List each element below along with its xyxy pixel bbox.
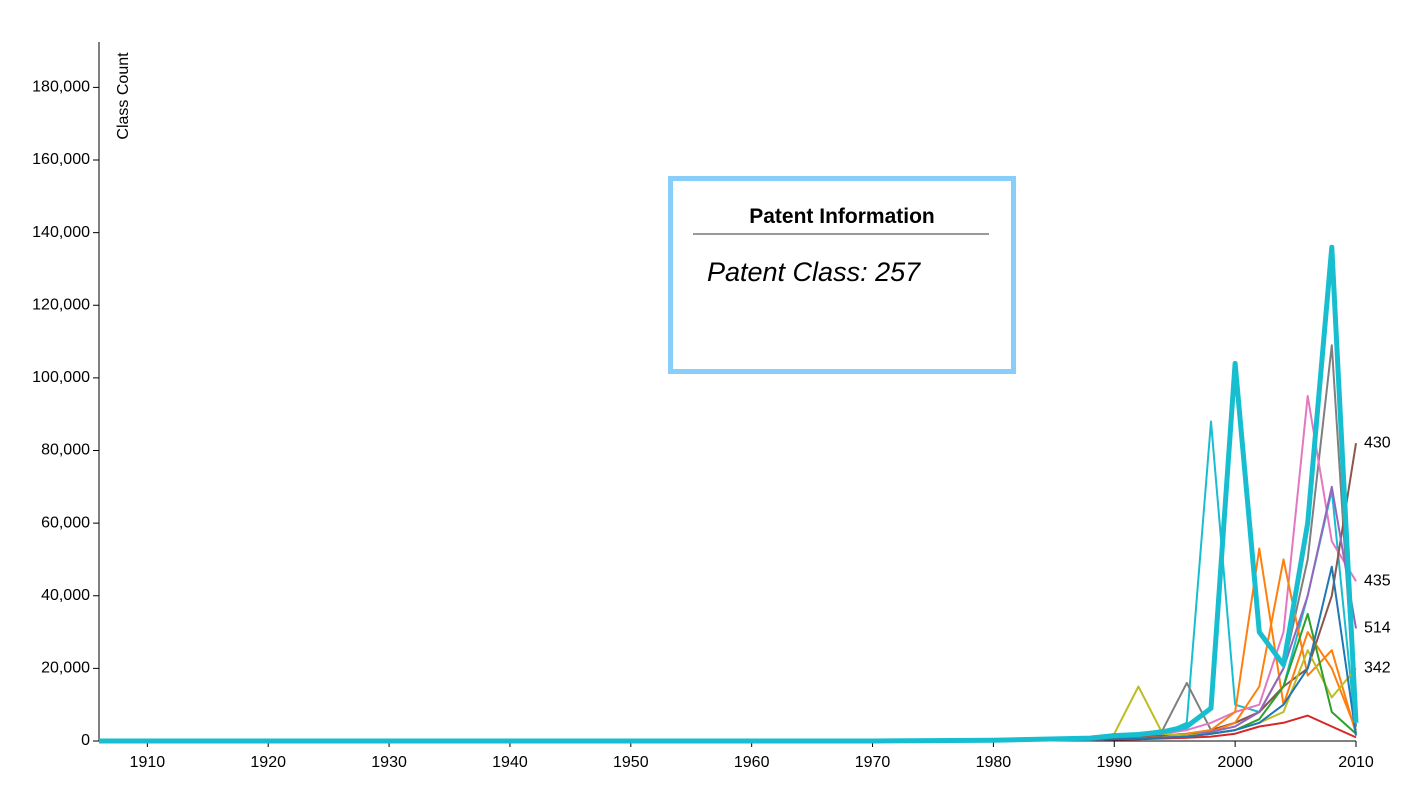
- series-line: [99, 649, 1357, 742]
- x-tick-label: 1970: [855, 754, 891, 771]
- tooltip-text: Patent Class: 257: [707, 257, 921, 287]
- series-line: [99, 565, 1357, 742]
- series-label: 514: [1364, 620, 1391, 637]
- divider: [693, 233, 989, 235]
- tooltip: Patent Information Patent Class: 257: [668, 176, 1016, 374]
- y-tick-label: 180,000: [32, 79, 90, 96]
- series-line: [99, 344, 1357, 742]
- x-tick-label: 1950: [613, 754, 649, 771]
- series-line: [99, 395, 1357, 742]
- x-tick-label: 1960: [734, 754, 770, 771]
- x-tick-label: 2010: [1338, 754, 1374, 771]
- series-label: 430: [1364, 434, 1391, 451]
- x-tick-label: 1990: [1096, 754, 1132, 771]
- series-line: [99, 244, 1359, 744]
- y-tick-label: 80,000: [41, 442, 90, 459]
- x-tick-label: 2000: [1217, 754, 1253, 771]
- x-tick-label: 1920: [250, 754, 286, 771]
- y-tick-label: 120,000: [32, 296, 90, 313]
- y-tick-label: 60,000: [41, 514, 90, 531]
- y-tick-label: 160,000: [32, 151, 90, 168]
- tooltip-title: Patent Information: [749, 205, 935, 228]
- series-label: 435: [1364, 572, 1391, 589]
- series-label: 342: [1364, 660, 1391, 677]
- series-line: [99, 420, 1357, 742]
- y-tick-label: 40,000: [41, 587, 90, 604]
- y-tick-label: 0: [81, 732, 90, 749]
- series-line: [99, 547, 1357, 742]
- x-tick-label: 1910: [130, 754, 166, 771]
- series-line: [99, 485, 1357, 742]
- y-axis-label: Class Count: [115, 52, 132, 140]
- series-line: [99, 558, 1357, 742]
- y-tick-label: 20,000: [41, 660, 90, 677]
- x-tick-label: 1980: [976, 754, 1012, 771]
- x-tick-label: 1940: [492, 754, 528, 771]
- y-tick-label: 140,000: [32, 224, 90, 241]
- y-tick-label: 100,000: [32, 369, 90, 386]
- x-tick-label: 1930: [371, 754, 407, 771]
- series-line: [99, 443, 1357, 742]
